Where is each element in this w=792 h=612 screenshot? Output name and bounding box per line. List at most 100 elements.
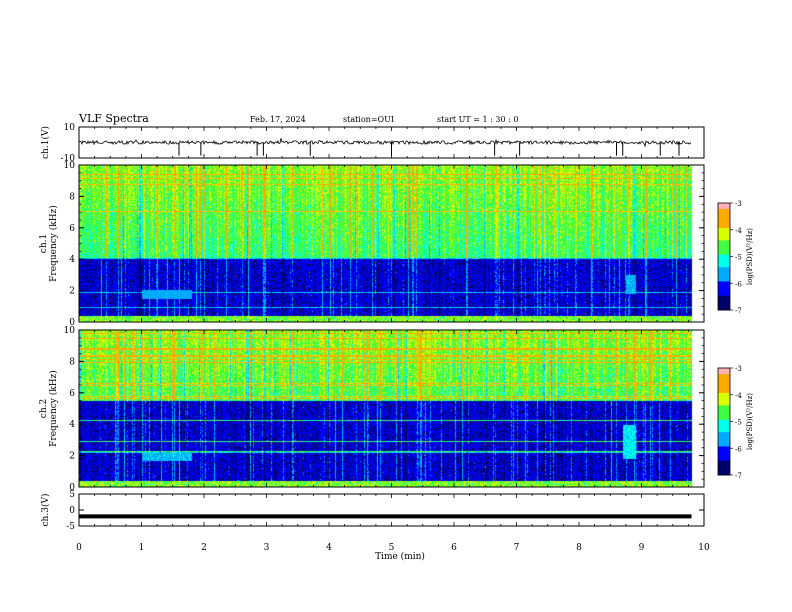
panel-frame-4 [78,493,705,527]
y-tick-label: 6 [69,389,75,399]
ch2-colorbar-swatch [718,400,730,403]
ch1-colorbar-swatch [718,279,730,282]
ch2-colorbar-swatch [718,405,730,408]
ch1-colorbar-swatch [718,226,730,229]
ch1-colorbar-swatch [718,235,730,238]
chart-title: VLF Spectra [79,112,149,125]
ch1-colorbar-swatch [718,219,730,222]
date-label: Feb. 17, 2024 [250,115,306,124]
x-tick-label: 8 [576,543,582,553]
y-tick-label: 4 [69,420,75,430]
ch1-colorbar-swatch [718,260,730,263]
ch2-colorbar-swatch [718,473,730,476]
ch1-colorbar-swatch [718,256,730,259]
y-tick-label: 0 [69,506,75,516]
y-tick-label: 5 [69,490,75,500]
ch2-colorbar-swatch [718,419,730,422]
ch2-colorbar-swatch [718,380,730,383]
ch1-colorbar-swatch [718,211,730,215]
ch1-spectrogram-image [79,165,704,322]
x-tick-label: 3 [264,543,270,553]
ch2-colorbar-swatch [718,376,730,380]
x-tick-label: 4 [326,543,332,553]
ch1-colorbar-top-fade [718,203,730,209]
ch1-colorbar-swatch [718,247,730,250]
ch2-colorbar-tick-label: -3 [735,365,742,373]
ch2-colorbar-swatch [718,382,730,385]
ch2-colorbar-swatch [718,432,730,435]
ch2-colorbar-swatch [718,394,730,398]
ch1-colorbar-swatch [718,265,730,268]
ch1-colorbar-swatch [718,306,730,309]
ch1-colorbar-swatch [718,236,730,240]
x-tick-label: 10 [698,543,710,553]
ch2-colorbar-swatch [718,466,730,469]
ch2-spectrogram-image [79,330,704,487]
ch2-colorbar-swatch [718,410,730,414]
ch1-colorbar-swatch [718,251,730,254]
y-tick-label: 10 [64,123,76,133]
ch1-trace [78,138,692,148]
ch1-colorbar-swatch [718,233,730,236]
ch1-colorbar-swatch [718,213,730,216]
y-tick-label: 10 [64,161,76,171]
ch2-colorbar-swatch [718,414,730,417]
y-tick-label: 2 [69,287,75,297]
ch1-colorbar-swatch [718,215,730,218]
ch2-colorbar-tick-label: -4 [735,392,742,400]
ch2-colorbar-swatch [718,425,730,428]
ch1-colorbar-swatch [718,268,730,272]
ch2-colorbar-swatch [718,407,730,410]
y-tick-label: 8 [69,192,75,202]
ch1-colorbar-tick-label: -5 [735,254,742,262]
station-label: station=OUI [343,115,394,124]
axes [78,126,733,527]
ch2-colorbar-swatch [718,426,730,430]
x-axis-label: Time (min) [375,551,425,562]
ch1-colorbar-swatch [718,242,730,245]
ch1-colorbar-swatch [718,224,730,227]
x-tick-label: 1 [139,543,145,553]
ch2-colorbar-swatch [718,444,730,447]
ch1-colorbar-swatch [718,288,730,291]
ch2-colorbar-swatch [718,467,730,471]
ch1-colorbar-swatch [718,292,730,295]
x-tick-label: 5 [389,543,395,553]
ch1-colorbar-swatch [718,272,730,275]
ch2-colorbar-swatch [718,451,730,455]
ch2-colorbar-label: log(PSD)(V²/Hz) [746,393,754,450]
ch1-colorbar-swatch [718,252,730,256]
ch1-colorbar-swatch [718,274,730,277]
ch3-ylabel: ch.3(V) [40,494,51,527]
ch1-ylabel-frequency: Frequency (kHz) [48,205,59,282]
ch1-colorbar-swatch [718,297,730,300]
ch2-colorbar-swatch [718,433,730,437]
ch2-colorbar-swatch [718,423,730,426]
ch2-colorbar-swatch [718,403,730,406]
ch2-colorbar-swatch [718,437,730,440]
ch1-colorbar-swatch [718,263,730,266]
panels [78,138,704,519]
y-tick-label: -5 [66,522,75,532]
ch1-colorbar-swatch [718,229,730,233]
ch2-colorbar-top-fade [718,368,730,374]
ch1-colorbar-swatch [718,270,730,274]
ch2-colorbar-swatch [718,439,730,442]
ch2-colorbar-swatch [718,448,730,451]
ch2-colorbar-swatch [718,446,730,449]
ch2-colorbar-swatch [718,396,730,399]
ch1-colorbar-label: log(PSD)(V²/Hz) [746,228,754,285]
ch1-colorbar-swatch [718,299,730,302]
ch2-colorbar-swatch [718,373,730,376]
ch2-colorbar-swatch [718,428,730,431]
ch2-colorbar-swatch [718,455,730,458]
ch1-colorbar-swatch [718,286,730,290]
ch2-colorbar-swatch [718,375,730,378]
ch1-colorbar-swatch [718,283,730,286]
ch1-colorbar-swatch [718,222,730,225]
ch2-colorbar-swatch [718,453,730,456]
ch1-colorbar-swatch [718,210,730,213]
ch2-colorbar-swatch [718,457,730,460]
ch2-colorbar-swatch [718,442,730,446]
ch2-colorbar-swatch [718,421,730,424]
